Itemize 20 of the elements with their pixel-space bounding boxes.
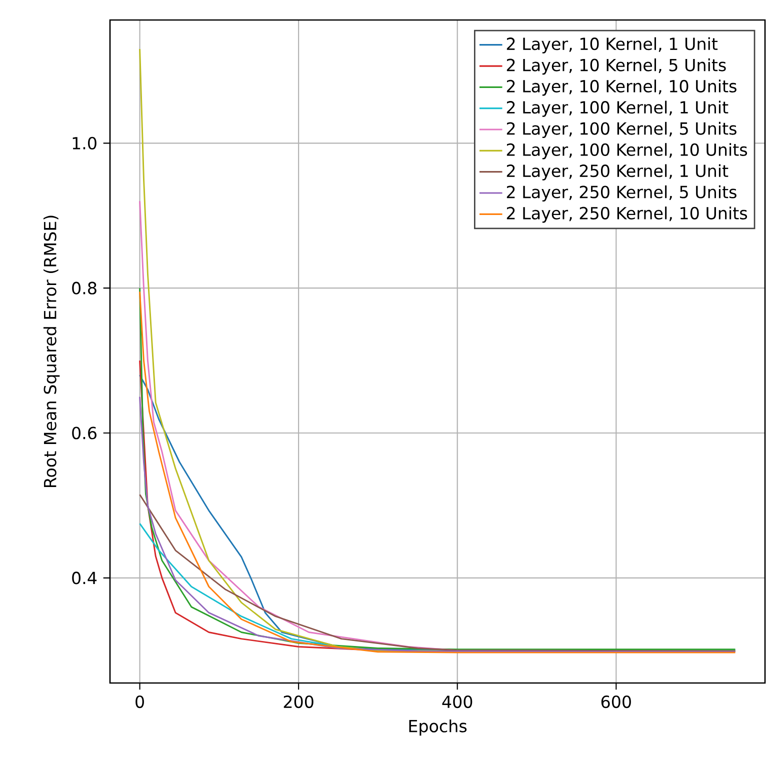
y-axis-title: Root Mean Squared Error (RMSE) <box>43 216 60 488</box>
x-tick-label: 600 <box>601 695 631 708</box>
legend-label: 2 Layer, 10 Kernel, 1 Unit <box>506 37 718 54</box>
y-tick-label: 0.8 <box>72 282 96 294</box>
legend-label: 2 Layer, 100 Kernel, 1 Unit <box>506 100 728 117</box>
y-tick-label: 0.4 <box>72 572 97 584</box>
legend-label: 2 Layer, 250 Kernel, 5 Units <box>506 185 736 202</box>
legend-label: 2 Layer, 10 Kernel, 5 Units <box>506 58 726 75</box>
x-axis-title: Epochs <box>409 719 467 736</box>
legend-label: 2 Layer, 100 Kernel, 10 Units <box>506 143 748 160</box>
y-tick-label: 1.0 <box>72 136 96 150</box>
y-tick-label: 0.6 <box>72 426 96 440</box>
x-tick-label: 200 <box>284 695 314 708</box>
legend-label: 2 Layer, 250 Kernel, 1 Unit <box>506 164 728 180</box>
legend-label: 2 Layer, 100 Kernel, 5 Units <box>506 122 736 138</box>
legend-label: 2 Layer, 250 Kernel, 10 Units <box>506 206 748 223</box>
x-tick-label: 0 <box>136 695 144 708</box>
legend-label: 2 Layer, 10 Kernel, 10 Units <box>506 80 736 96</box>
line-series <box>139 494 736 652</box>
x-tick-label: 400 <box>442 695 472 708</box>
